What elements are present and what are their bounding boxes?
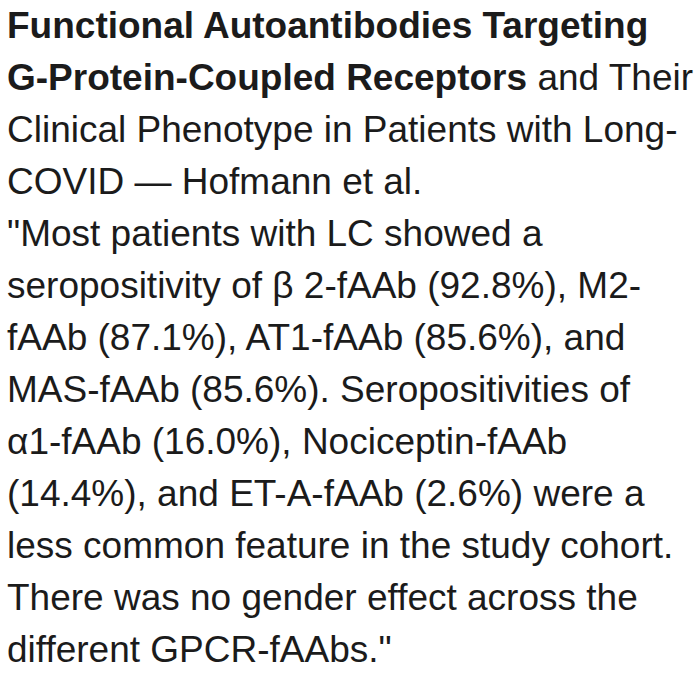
article-title: Functional Autoantibodies Targeting G-Pr… [7, 0, 694, 208]
article-text: Functional Autoantibodies Targeting G-Pr… [0, 0, 694, 676]
article-quote: "Most patients with LC showed a seroposi… [7, 208, 694, 676]
page: { "colors": { "background": "#ffffff", "… [0, 0, 694, 677]
